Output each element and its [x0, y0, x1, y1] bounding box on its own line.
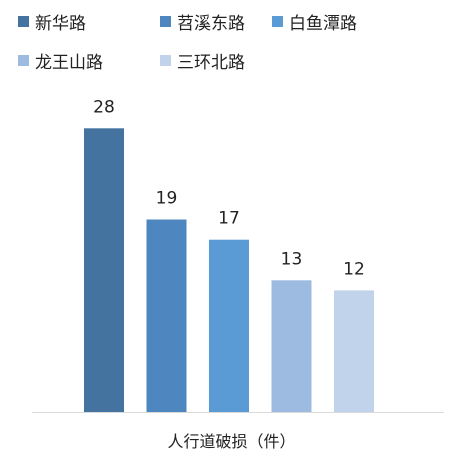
data-label: 19 — [156, 189, 178, 209]
legend-label: 龙王山路 — [35, 52, 103, 73]
legend-item-longwangshan: 龙王山路 — [18, 47, 103, 73]
bar — [271, 280, 312, 412]
legend-item-baiyutan: 白鱼潭路 — [272, 8, 357, 34]
legend-item-xinhua: 新华路 — [18, 8, 86, 34]
legend-label: 新华路 — [35, 13, 86, 34]
legend-label: 三环北路 — [177, 52, 245, 73]
legend-label: 白鱼潭路 — [289, 13, 357, 34]
bar — [209, 239, 249, 412]
legend-item-sanhuan-north: 三环北路 — [160, 47, 245, 73]
bar — [146, 219, 187, 412]
legend-item-tiaoxi-east: 苕溪东路 — [160, 8, 245, 34]
data-label: 12 — [343, 259, 365, 279]
data-label: 17 — [218, 209, 240, 229]
x-axis-label: 人行道破损（件） — [167, 432, 296, 451]
bar — [334, 290, 374, 412]
legend-label: 苕溪东路 — [177, 13, 245, 34]
legend-swatch — [160, 15, 171, 27]
legend-swatch — [18, 54, 29, 66]
legend-swatch — [160, 54, 171, 66]
data-label: 13 — [281, 249, 303, 269]
legend-swatch — [18, 15, 29, 27]
bar — [84, 128, 124, 413]
data-label: 28 — [93, 97, 115, 117]
legend-swatch — [272, 15, 283, 27]
